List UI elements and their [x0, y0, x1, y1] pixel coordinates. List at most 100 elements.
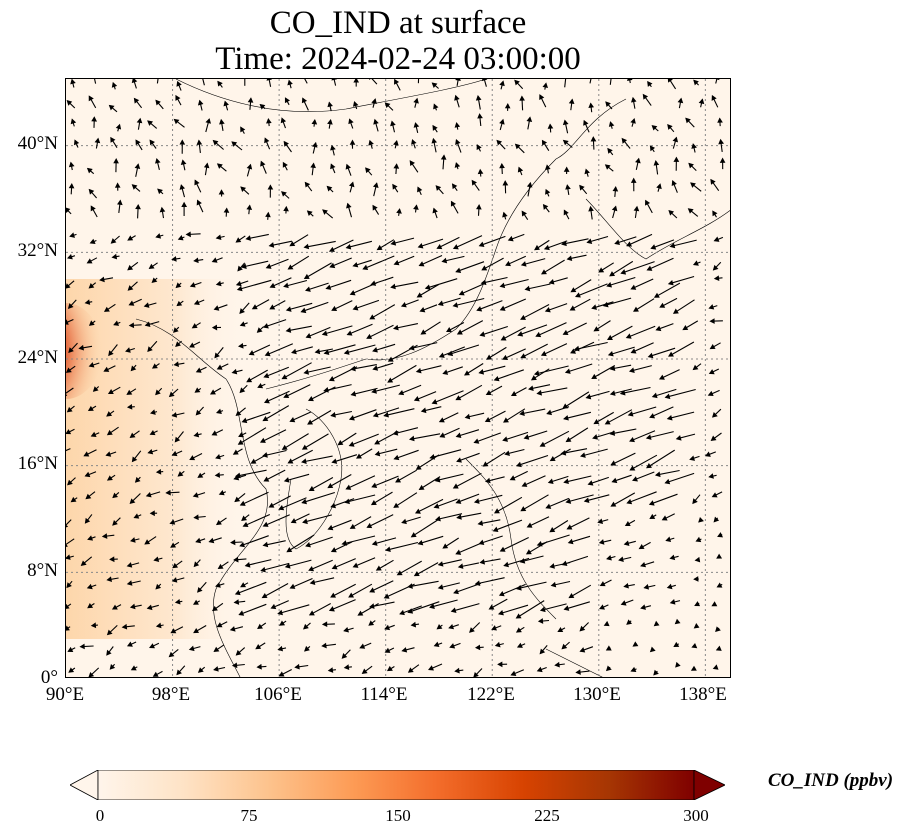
wind-vector — [373, 407, 400, 417]
wind-vector-head — [240, 582, 247, 588]
wind-vector-head — [264, 137, 270, 144]
wind-vector — [329, 239, 354, 252]
colorbar-tick-150: 150 — [385, 806, 411, 825]
wind-vector — [474, 432, 501, 444]
wind-vector-head — [491, 625, 497, 631]
wind-vector — [580, 448, 608, 457]
wind-vector-head — [609, 390, 616, 396]
wind-vector-head — [353, 79, 360, 83]
wind-vector — [237, 279, 272, 291]
wind-vector — [329, 599, 356, 611]
wind-vector-head — [561, 240, 567, 247]
wind-vector-head — [433, 503, 440, 509]
wind-vector — [282, 433, 309, 450]
wind-vector-head — [66, 524, 69, 528]
wind-vector — [235, 581, 267, 595]
wind-vector-head — [524, 285, 531, 292]
wind-vector-head — [309, 579, 316, 585]
wind-vector-head — [105, 451, 112, 457]
wind-vector-head — [78, 344, 84, 351]
wind-vector-head — [545, 188, 551, 195]
wind-vector-head — [133, 97, 140, 104]
wind-vector — [66, 448, 71, 452]
wind-vector-head — [614, 239, 620, 246]
wind-vector-head — [611, 205, 618, 212]
wind-vector-head — [327, 524, 334, 531]
wind-vector-head — [565, 184, 571, 190]
wind-vector — [516, 600, 545, 619]
wind-vector-head — [694, 601, 701, 607]
wind-vector-head — [649, 413, 656, 419]
wind-vector-head — [387, 377, 394, 383]
wind-vector-head — [215, 582, 221, 588]
wind-vector — [503, 408, 526, 423]
wind-vector — [481, 276, 508, 284]
wind-vector-head — [502, 180, 509, 186]
wind-vector-head — [283, 205, 289, 212]
wind-vector-head — [649, 513, 656, 519]
wind-vector — [564, 79, 567, 88]
wind-vector-head — [579, 625, 586, 632]
wind-vector-head — [343, 626, 349, 633]
wind-vector-head — [416, 292, 423, 298]
wind-vector-head — [346, 202, 352, 209]
wind-vector-head — [503, 561, 509, 568]
wind-vector-head — [573, 345, 580, 352]
wind-vector-head — [131, 456, 138, 463]
wind-vector-head — [474, 644, 481, 651]
wind-vector-head — [371, 540, 378, 546]
wind-vector-head — [372, 412, 379, 418]
wind-vector-head — [301, 444, 308, 450]
wind-vector-head — [368, 139, 374, 146]
wind-vector-head — [536, 666, 543, 673]
wind-vector-head — [66, 429, 72, 435]
wind-vector-head — [85, 493, 92, 500]
wind-vector-head — [103, 306, 110, 312]
wind-vector-head — [394, 79, 400, 85]
wind-vector-head — [211, 257, 218, 263]
wind-vector-head — [223, 207, 230, 213]
wind-vector — [584, 494, 610, 502]
wind-vector-head — [393, 260, 400, 266]
wind-vector-head — [717, 117, 723, 123]
wind-vector — [480, 325, 508, 336]
wind-vector — [501, 326, 526, 341]
wind-vector-head — [343, 349, 350, 355]
wind-vector-head — [370, 280, 377, 286]
wind-vector-head — [629, 465, 636, 471]
wind-vector-head — [256, 663, 262, 670]
wind-vector-head — [366, 522, 373, 529]
wind-vector-head — [587, 480, 594, 486]
wind-vector-head — [630, 348, 637, 354]
wind-vector-head — [321, 330, 328, 337]
wind-vector-head — [330, 163, 336, 170]
wind-vector-head — [690, 182, 696, 188]
wind-vector-head — [106, 411, 113, 417]
wind-vector-head — [454, 162, 461, 168]
wind-vector-head — [269, 282, 276, 289]
wind-vector-head — [112, 520, 118, 526]
wind-vector-head — [287, 264, 294, 270]
wind-vector-head — [106, 475, 113, 481]
wind-vector-head — [628, 367, 635, 373]
wind-vector — [410, 433, 441, 440]
wind-vector — [459, 282, 485, 296]
wind-vector-head — [570, 287, 577, 293]
wind-vector-head — [653, 292, 660, 298]
wind-vector-head — [307, 396, 314, 402]
wind-vector-head — [693, 576, 699, 582]
wind-vector — [278, 604, 310, 615]
wind-vector-head — [129, 498, 136, 504]
wind-vector-head — [438, 417, 445, 423]
wind-vector-head — [514, 143, 521, 150]
wind-vector-head — [436, 244, 443, 250]
wind-vector — [646, 449, 675, 469]
wind-vector-head — [86, 258, 93, 264]
wind-vector-head — [229, 626, 236, 632]
wind-vector-head — [393, 139, 399, 146]
wind-vector-head — [345, 163, 351, 170]
x-tick-98e: 98°E — [151, 684, 191, 705]
wind-vector-head — [455, 395, 462, 401]
wind-vector-head — [266, 118, 272, 124]
wind-vector — [370, 304, 396, 320]
